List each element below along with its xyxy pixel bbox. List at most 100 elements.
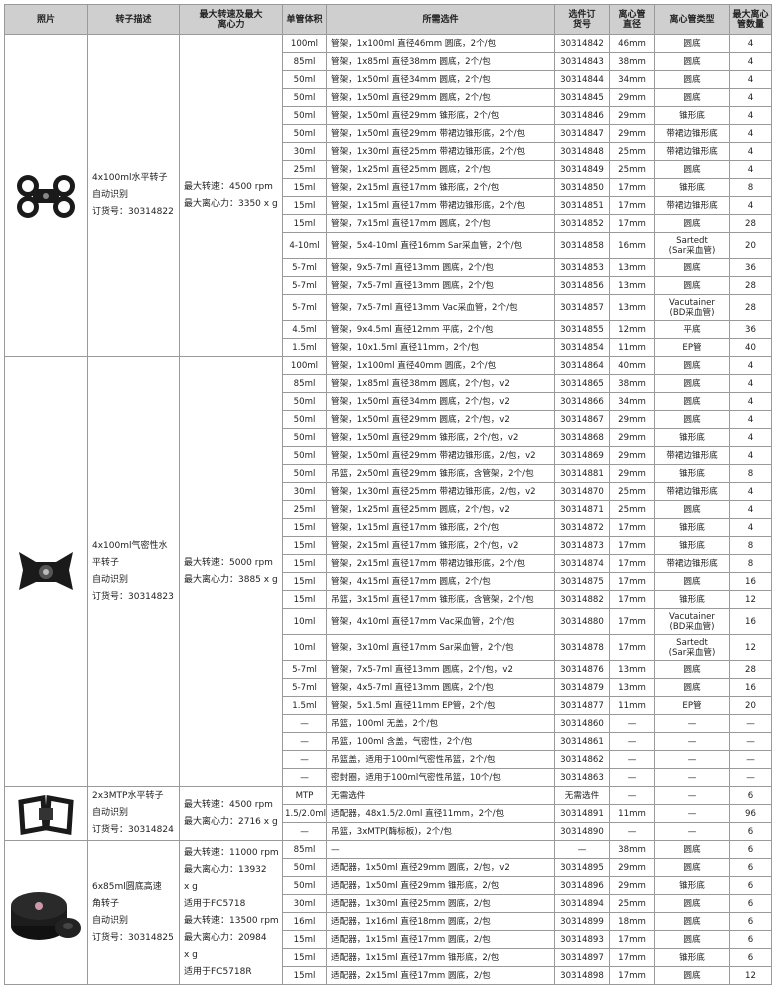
- cell-max-tubes: 28: [729, 294, 772, 321]
- cell-max-tubes: 12: [729, 590, 772, 609]
- cell-option: 管架，1x50ml 直径29mm 锥形底，2个/包: [326, 106, 555, 125]
- cell-part-number: 30314870: [554, 482, 610, 501]
- cell-option: 管架，4x10ml 直径17mm Vac采血管，2个/包: [326, 608, 555, 635]
- cell-tube-type: 圆底: [654, 374, 730, 393]
- cell-max-tubes: 28: [729, 214, 772, 233]
- cell-max-tubes: 96: [729, 804, 772, 823]
- cell-option: 适配器，1x30ml 直径25mm 圆底，2/包: [326, 894, 555, 913]
- cell-volume: 5-7ml: [282, 276, 327, 295]
- cell-max-tubes: 8: [729, 178, 772, 197]
- header-description: 转子描述: [87, 4, 180, 35]
- fixed-angle-rotor-image: [4, 840, 88, 985]
- table-row: 10ml 管架，3x10ml 直径17mm Sar采血管，2个/包 30314878…: [5, 634, 772, 661]
- cell-tube-type: —: [654, 786, 730, 805]
- cell-option: 管架，2x15ml 直径17mm 带裙边锥形底，2个/包: [326, 554, 555, 573]
- cell-part-number: 30314846: [554, 106, 610, 125]
- cell-volume: 15ml: [282, 948, 327, 967]
- table-row: 50ml 吊篮，2x50ml 直径29mm 锥形底，含管架，2个/包 3031488…: [5, 464, 772, 483]
- cell-max-tubes: 6: [729, 786, 772, 805]
- cell-volume: 50ml: [282, 124, 327, 143]
- cell-volume: 50ml: [282, 392, 327, 411]
- cell-max-tubes: 4: [729, 160, 772, 179]
- cell-tube-type: 锥形底: [654, 178, 730, 197]
- cell-tube-type: 带裙边锥形底: [654, 124, 730, 143]
- cell-volume: 15ml: [282, 518, 327, 537]
- cell-tube-type: 圆底: [654, 660, 730, 679]
- cell-part-number: 30314878: [554, 634, 610, 661]
- cell-option: 密封圈，适用于100ml气密性吊篮，10个/包: [326, 768, 555, 787]
- cell-part-number: 30314880: [554, 608, 610, 635]
- table-row: 16ml 适配器，1x16ml 直径18mm 圆底，2/包 30314899 18mm…: [5, 912, 772, 931]
- table-row: 15ml 管架，1x15ml 直径17mm 带裙边锥形底，2个/包 30314851…: [5, 196, 772, 215]
- cell-volume: 50ml: [282, 88, 327, 107]
- cell-part-number: 30314873: [554, 536, 610, 555]
- cell-volume: 25ml: [282, 160, 327, 179]
- cell-part-number: 30314872: [554, 518, 610, 537]
- cell-tube-type: 圆底: [654, 356, 730, 375]
- cell-option: 适配器，2x15ml 直径17mm 圆底，2/包: [326, 966, 555, 985]
- table-row: 1.5ml 管架，5x1.5ml 直径11mm EP管，2个/包 30314877 1…: [5, 696, 772, 715]
- table-row: 4x100ml气密性水 平转子 自动识别 订货号：30314823 最大转速：50…: [4, 356, 772, 787]
- cell-part-number: 30314856: [554, 276, 610, 295]
- cell-tube-type: 锥形底: [654, 106, 730, 125]
- cell-tube-type: 圆底: [654, 966, 730, 985]
- cell-part-number: 30314848: [554, 142, 610, 161]
- cell-part-number: 30314858: [554, 232, 610, 259]
- cell-part-number: 30314854: [554, 338, 610, 357]
- cell-volume: 1.5/2.0ml: [282, 804, 327, 823]
- cell-tube-type: 圆底: [654, 276, 730, 295]
- cell-max-tubes: 4: [729, 392, 772, 411]
- cell-volume: 1.5ml: [282, 338, 327, 357]
- cell-max-tubes: 8: [729, 536, 772, 555]
- cell-tube-type: —: [654, 822, 730, 841]
- table-row: 15ml 管架，1x15ml 直径17mm 锥形底，2个/包 30314872 17m…: [5, 518, 772, 537]
- cell-part-number: 30314862: [554, 750, 610, 769]
- cell-option: 管架，1x25ml 直径25mm 圆底，2个/包: [326, 160, 555, 179]
- cell-diameter: 13mm: [609, 276, 655, 295]
- cell-max-tubes: 28: [729, 276, 772, 295]
- cell-max-tubes: 8: [729, 464, 772, 483]
- table-row: 15ml 管架，7x15ml 直径17mm 圆底，2个/包 30314852 17mm…: [5, 214, 772, 233]
- cell-option: 适配器，1x15ml 直径17mm 锥形底，2/包: [326, 948, 555, 967]
- cell-max-tubes: 12: [729, 966, 772, 985]
- cell-max-tubes: 4: [729, 124, 772, 143]
- cell-tube-type: 圆底: [654, 392, 730, 411]
- cell-option: 吊篮，100ml 无盖，2个/包: [326, 714, 555, 733]
- cell-option: 管架，5x4-10ml 直径16mm Sar采血管，2个/包: [326, 232, 555, 259]
- cell-option: 管架，1x15ml 直径17mm 锥形底，2个/包: [326, 518, 555, 537]
- cell-option: 管架，5x1.5ml 直径11mm EP管，2个/包: [326, 696, 555, 715]
- cell-tube-type: 带裙边锥形底: [654, 554, 730, 573]
- cell-diameter: 17mm: [609, 554, 655, 573]
- cell-part-number: 30314890: [554, 822, 610, 841]
- cell-option: 吊篮，3xMTP(酶标板)，2个/包: [326, 822, 555, 841]
- cell-max-tubes: 4: [729, 410, 772, 429]
- table-row: 5-7ml 管架，4x5-7ml 直径13mm 圆底，2个/包 30314879 13…: [5, 678, 772, 697]
- rotor-speed: 最大转速：4500 rpm 最大离心力：2716 x g: [179, 786, 283, 841]
- table-row: 10ml 管架，4x10ml 直径17mm Vac采血管，2个/包 30314880…: [5, 608, 772, 635]
- cell-volume: 85ml: [282, 374, 327, 393]
- rotor-description: 4x100ml气密性水 平转子 自动识别 订货号：30314823: [87, 356, 180, 787]
- cell-max-tubes: 4: [729, 196, 772, 215]
- cell-part-number: 30314871: [554, 500, 610, 519]
- cell-max-tubes: 8: [729, 554, 772, 573]
- cell-part-number: 30314877: [554, 696, 610, 715]
- cell-option: 管架，1x50ml 直径29mm 带裙边锥形底，2个/包: [326, 124, 555, 143]
- cell-diameter: 17mm: [609, 948, 655, 967]
- cell-volume: 5-7ml: [282, 294, 327, 321]
- cell-max-tubes: 12: [729, 634, 772, 661]
- cell-option: 吊篮，3x15ml 直径17mm 锥形底，含管架，2个/包: [326, 590, 555, 609]
- cell-tube-type: 圆底: [654, 912, 730, 931]
- table-row: 50ml 管架，1x50ml 直径29mm 锥形底，2个/包，v2 30314868…: [5, 428, 772, 447]
- cell-part-number: 30314845: [554, 88, 610, 107]
- cell-max-tubes: —: [729, 768, 772, 787]
- cell-max-tubes: 4: [729, 446, 772, 465]
- cell-max-tubes: 28: [729, 660, 772, 679]
- cell-tube-type: Sartedt (Sar采血管): [654, 634, 730, 661]
- cell-diameter: 29mm: [609, 410, 655, 429]
- table-row: 15ml 适配器，2x15ml 直径17mm 圆底，2/包 30314898 17mm…: [5, 966, 772, 985]
- cell-tube-type: 圆底: [654, 34, 730, 53]
- cell-option: 管架，7x5-7ml 直径13mm 圆底，2个/包，v2: [326, 660, 555, 679]
- cell-diameter: 46mm: [609, 34, 655, 53]
- cell-part-number: 30314876: [554, 660, 610, 679]
- cell-volume: 100ml: [282, 356, 327, 375]
